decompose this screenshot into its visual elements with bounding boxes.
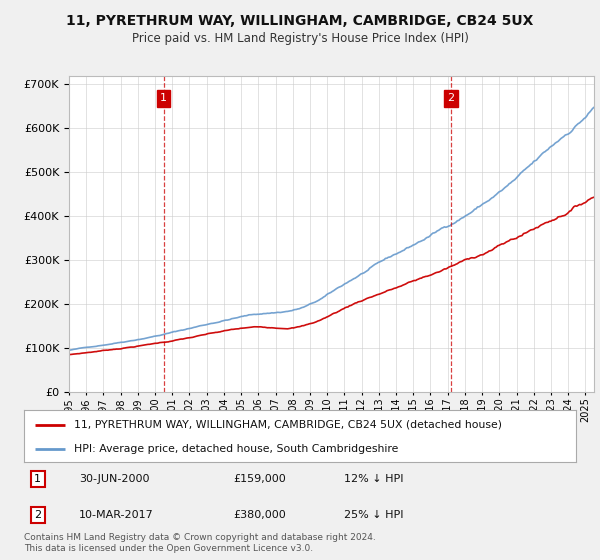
Text: Price paid vs. HM Land Registry's House Price Index (HPI): Price paid vs. HM Land Registry's House … xyxy=(131,32,469,45)
Text: HPI: Average price, detached house, South Cambridgeshire: HPI: Average price, detached house, Sout… xyxy=(74,444,398,454)
Text: 2: 2 xyxy=(34,510,41,520)
Text: £380,000: £380,000 xyxy=(234,510,287,520)
Text: £159,000: £159,000 xyxy=(234,474,287,484)
Text: Contains HM Land Registry data © Crown copyright and database right 2024.
This d: Contains HM Land Registry data © Crown c… xyxy=(24,533,376,553)
Text: 1: 1 xyxy=(160,94,167,104)
Text: 25% ↓ HPI: 25% ↓ HPI xyxy=(344,510,404,520)
Text: 30-JUN-2000: 30-JUN-2000 xyxy=(79,474,150,484)
Text: 2: 2 xyxy=(448,94,455,104)
Text: 10-MAR-2017: 10-MAR-2017 xyxy=(79,510,154,520)
Text: 11, PYRETHRUM WAY, WILLINGHAM, CAMBRIDGE, CB24 5UX (detached house): 11, PYRETHRUM WAY, WILLINGHAM, CAMBRIDGE… xyxy=(74,420,502,430)
Text: 1: 1 xyxy=(34,474,41,484)
Text: 12% ↓ HPI: 12% ↓ HPI xyxy=(344,474,404,484)
Text: 11, PYRETHRUM WAY, WILLINGHAM, CAMBRIDGE, CB24 5UX: 11, PYRETHRUM WAY, WILLINGHAM, CAMBRIDGE… xyxy=(67,14,533,28)
